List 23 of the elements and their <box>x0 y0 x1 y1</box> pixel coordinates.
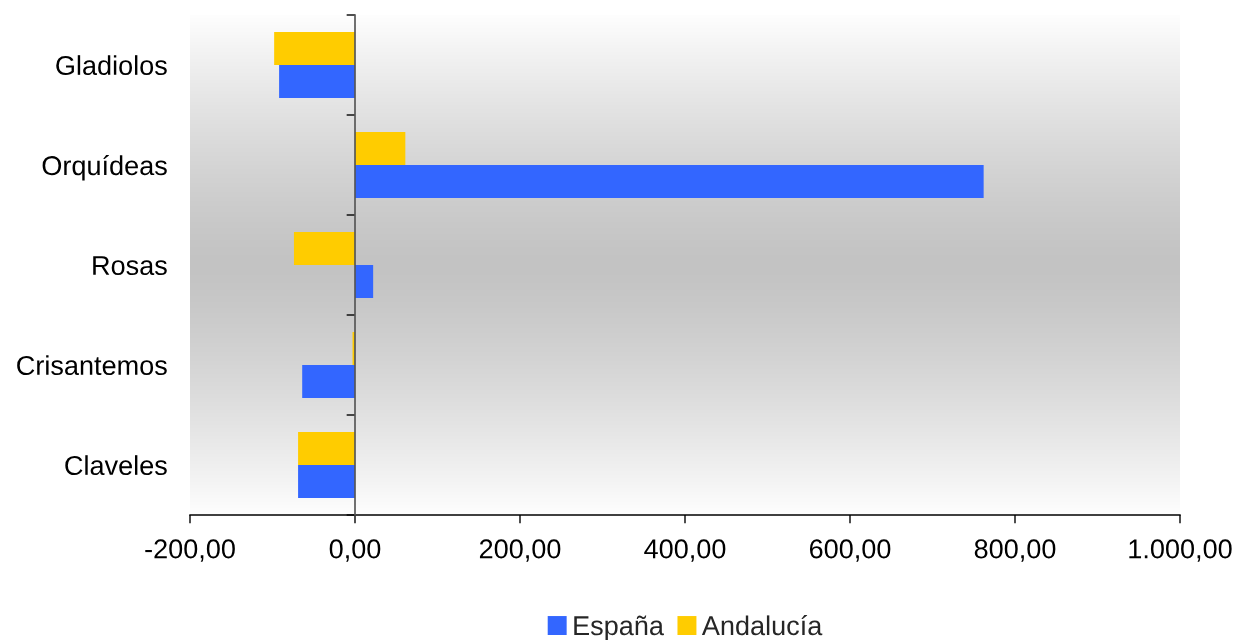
y-tick-label: Orquídeas <box>42 155 167 181</box>
bar <box>355 132 406 165</box>
bar <box>279 65 355 98</box>
x-tick-label: 600,00 <box>809 539 891 562</box>
bar <box>355 265 374 298</box>
y-tick-label: Rosas <box>93 256 167 276</box>
bar <box>298 465 355 498</box>
y-tick-label: Gladiolos <box>56 55 167 76</box>
bar <box>355 165 984 198</box>
x-tick-label: 200,00 <box>479 539 561 562</box>
y-tick-label: Claveles <box>65 455 167 476</box>
legend-label: Andalucía <box>701 615 823 636</box>
bar <box>293 232 355 265</box>
x-tick-label: 0,00 <box>329 539 381 562</box>
bar <box>274 32 355 65</box>
y-tick-label: Crisantemos <box>17 355 167 376</box>
legend-label: España <box>574 615 664 640</box>
bar <box>302 365 355 398</box>
x-tick-label: -200,00 <box>145 539 235 562</box>
bar <box>298 432 355 465</box>
x-tick-label: 400,00 <box>644 539 726 562</box>
x-tick-label: 1.000,00 <box>1129 539 1232 562</box>
x-tick-label: 800,00 <box>974 539 1056 562</box>
